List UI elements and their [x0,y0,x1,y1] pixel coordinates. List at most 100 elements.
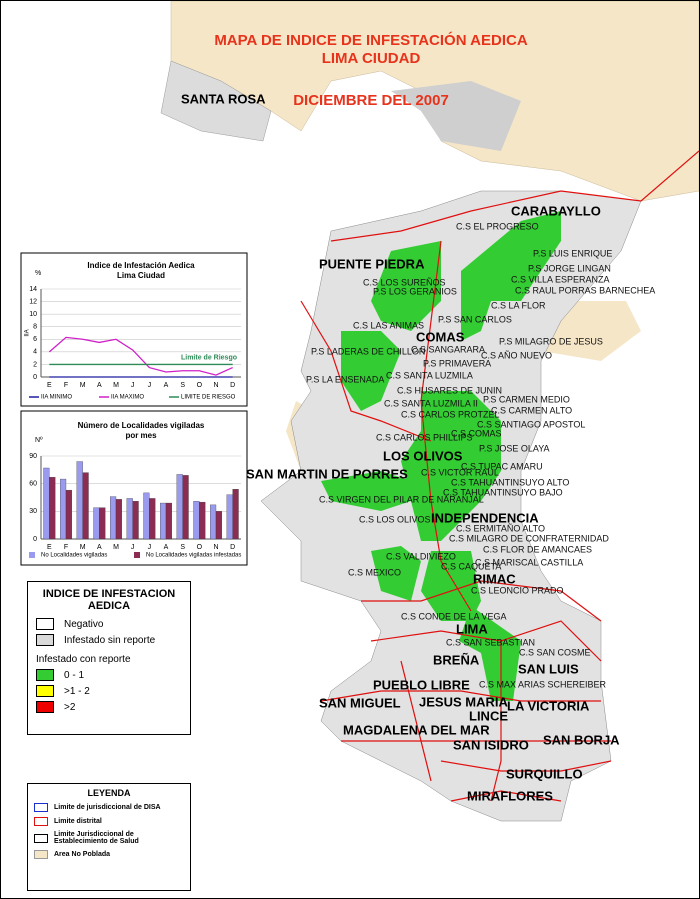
health-center-label: C.S CAQUETA [441,561,501,571]
health-center-label: C.S SAN SEBASTIAN [446,637,535,647]
unit-label: % [35,270,41,277]
infested-zone [459,606,521,701]
leyenda-row: Area No Poblada [34,850,184,859]
bar [99,507,106,540]
leyenda-label: Limite distrital [54,818,102,825]
x-tick-label: D [230,382,235,389]
map-subtitle: LIMA CIUDAD [322,50,421,67]
health-center-label: C.S EL PROGRESO [456,221,539,231]
district-label: JESUS MARIA [419,694,508,709]
legend-swatch [36,634,54,646]
district-label: PUEBLO LIBRE [373,677,470,692]
district-label: PUENTE PIEDRA [319,256,425,271]
health-center-label: C.S SANGARARA [411,344,485,354]
x-tick-label: A [97,544,102,551]
health-center-label: P.S MILAGRO DE JESUS [499,336,603,346]
legend-label: Infestado sin reporte [64,634,156,646]
bar [176,474,183,540]
urban-area [391,81,521,151]
leyenda-row: Limite de jurisdiccional de DISA [34,803,184,812]
x-tick-label: M [80,382,86,389]
district-label: LIMA [456,621,488,636]
x-tick-label: N [213,544,218,551]
district-label: INDEPENDENCIA [431,510,539,525]
leyenda-swatch [34,817,48,826]
health-center-label: C.S ERMITAÑO ALTO [456,523,545,533]
legend-row: >1 - 2 [36,685,182,697]
bar [232,489,239,540]
health-center-label: C.S SANTIAGO APOSTOL [477,419,585,429]
legend-levels: 0 - 1 >1 - 2 >2 [28,669,190,713]
infested-zone [401,391,501,541]
data-line [48,336,233,376]
legend-label: IIA MAXIMO [111,395,144,401]
y-tick-label: 6 [33,336,37,343]
health-center-label: C.S VIRGEN DEL PILAR DE NARANJAL [319,494,484,504]
y-tick-label: 60 [29,481,37,488]
health-center-label: C.S VICTOR RAUL [421,467,499,477]
health-center-label: P.S LA ENSENADA [306,374,384,384]
y-tick-label: 90 [29,453,37,460]
chart-title: Número de Localidades vigiladas [78,421,205,430]
y-tick-label: 12 [29,298,37,305]
unpopulated-area [541,301,641,361]
chart-title: por mes [125,431,157,440]
health-center-label: C.S MARISCAL CASTILLA [475,557,583,567]
district-label: SAN BORJA [543,732,620,747]
legend-label: Negativo [64,618,104,630]
health-center-label: C.S SANTA LUZMILA [386,370,473,380]
legend-label: 0 - 1 [64,669,85,681]
y-tick-label: 0 [33,536,37,543]
legend: INDICE DE INFESTACION AEDICA Negativo Infe… [27,581,191,735]
map-title: MAPA DE INDICE DE INFESTACIÓN AEDICA [214,31,528,49]
legend-swatch [29,552,35,558]
bar [215,511,222,540]
infested-zone [321,471,411,511]
legend-row: Infestado sin reporte [36,634,182,646]
health-center-label: P.S JOSE OLAYA [479,443,550,453]
health-center-label: C.S FLOR DE AMANCAES [483,544,592,554]
bar [60,478,67,540]
bar [49,477,56,540]
x-tick-label: J [148,544,152,551]
bar [210,504,217,540]
district-label: MIRAFLORES [467,788,553,803]
bar [160,502,167,540]
health-center-label: C.S CARMEN ALTO [491,405,572,415]
bar [199,501,206,540]
health-center-label: P.S PRIMAVERA [423,358,491,368]
bar [76,461,83,540]
annotation: Limite de Riesgo [181,354,237,361]
district-line [450,790,562,802]
legend-subtitle: Infestado con reporte [36,654,131,665]
y-tick-label: 10 [29,311,37,318]
bar [65,489,72,540]
x-tick-label: M [80,544,86,551]
legend-label: LIMITE DE RIESGO [181,395,236,401]
district-line [361,580,602,622]
leyenda-label: Area No Poblada [54,851,111,858]
legend-row: 0 - 1 [36,669,182,681]
bar [132,501,139,540]
health-center-label: C.S LEONCIO PRADO [471,585,564,595]
bar [149,498,156,540]
y-tick-label: 14 [29,286,37,293]
x-tick-label: F [64,382,68,389]
x-tick-label: D [230,544,235,551]
leyenda-row: Limite Jurisdiccional de Establecimiento… [34,831,184,845]
district-label: SAN MIGUEL [319,695,401,710]
chart-title: Lima Ciudad [117,271,165,280]
health-center-label: C.S VALDIVIEZO [386,551,456,561]
legend-label: IIA MINIMO [41,395,72,401]
x-tick-label: E [47,544,52,551]
y-tick-label: 30 [29,508,37,515]
district-label: COMAS [416,329,465,344]
health-center-label: C.S LAS ANIMAS [353,320,424,330]
district-label: CARABAYLLO [511,203,601,218]
y-tick-label: 4 [33,349,37,356]
district-line [490,641,502,802]
bar [82,472,89,540]
district-line [440,760,612,772]
